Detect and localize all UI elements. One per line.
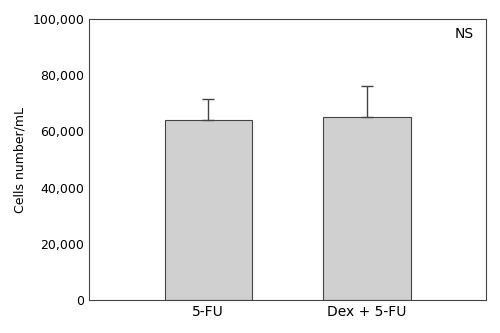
Y-axis label: Cells number/mL: Cells number/mL <box>14 107 27 212</box>
Bar <box>164 120 252 300</box>
Bar <box>324 117 410 300</box>
Text: NS: NS <box>455 27 474 41</box>
